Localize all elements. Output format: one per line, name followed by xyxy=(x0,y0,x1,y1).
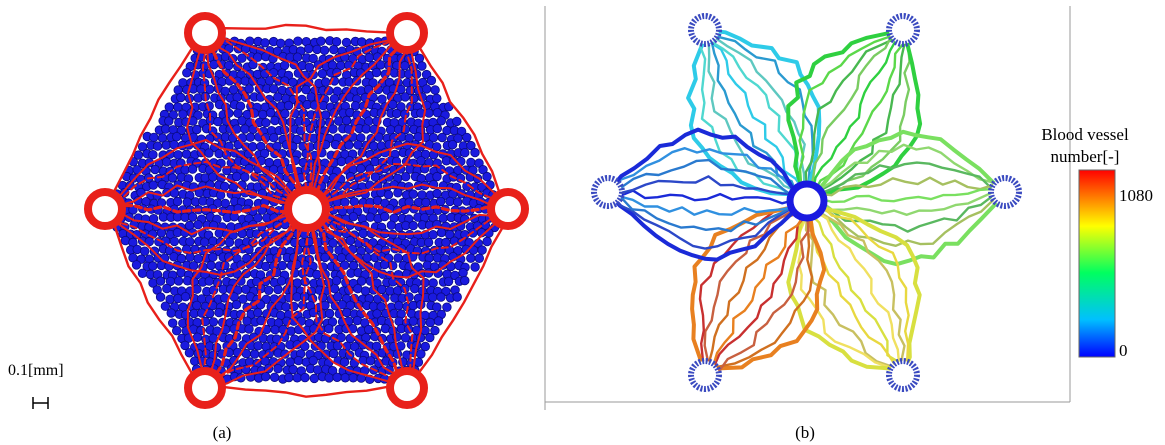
panel-b: Blood vessel number[-] 1080 0 (b) xyxy=(544,0,1165,445)
colorbar xyxy=(1078,169,1116,358)
colored-vessels xyxy=(606,28,1007,377)
vessel-nodes-b xyxy=(591,13,1022,392)
panel-b-vessel-network xyxy=(591,13,1022,392)
colorbar-min-label: 0 xyxy=(1119,341,1128,360)
caption-a: (a) xyxy=(212,423,232,442)
panel-a: 0.1[mm] (a) xyxy=(0,0,545,445)
colorbar-title-line1: Blood vessel xyxy=(1041,125,1129,144)
colorbar-title: Blood vessel number[-] xyxy=(1015,124,1155,168)
colorbar-max-label: 1080 xyxy=(1119,186,1153,205)
colorbar-title-line2: number[-] xyxy=(1050,147,1120,166)
panel-a-network xyxy=(84,12,529,409)
panel-b-frame xyxy=(544,6,1071,410)
vessel-network xyxy=(103,23,510,398)
caption-b: (b) xyxy=(795,423,815,442)
scale-bar xyxy=(32,397,49,409)
scale-label: 0.1[mm] xyxy=(8,362,64,379)
vessel-nodes xyxy=(84,12,529,409)
